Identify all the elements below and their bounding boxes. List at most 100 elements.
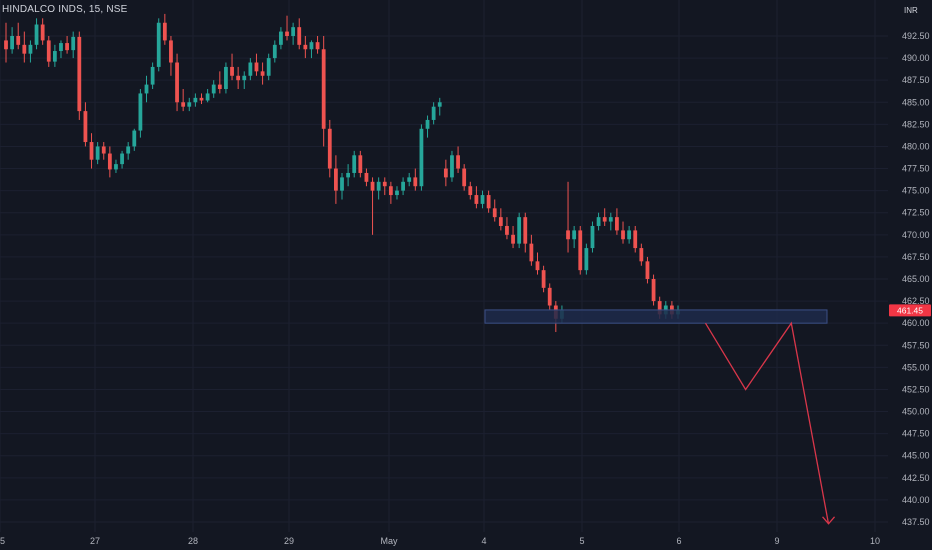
candle-body	[71, 36, 76, 51]
candle-body	[535, 261, 540, 271]
candle-body	[16, 36, 21, 45]
candle-body	[639, 248, 644, 262]
candle-body	[205, 93, 210, 101]
symbol-title[interactable]: HINDALCO INDS, 15, NSE	[2, 4, 128, 15]
candle-body	[297, 27, 302, 45]
candle-body	[28, 44, 33, 54]
candle-body	[382, 181, 387, 187]
price-tick-label: 480.00	[902, 141, 930, 151]
candle-body	[321, 49, 326, 129]
price-axis[interactable]: 492.50 490.00 487.50 485.00 482.50 480.00 477.…	[888, 0, 932, 550]
time-tick-label: 9	[774, 536, 779, 546]
candle-body	[511, 234, 515, 244]
price-tick-label: 445.00	[902, 451, 930, 461]
last-price-tag: 461.45	[889, 304, 931, 317]
price-tick-label: 475.00	[902, 186, 930, 196]
price-tick-label: 447.50	[902, 429, 930, 439]
price-tick-label: 467.50	[902, 252, 930, 262]
candle-body	[40, 24, 45, 41]
candle-body	[596, 217, 601, 226]
candle-body	[547, 287, 552, 306]
candle-body	[217, 84, 222, 90]
time-tick-label: 27	[90, 536, 100, 546]
projection-path[interactable]	[704, 321, 830, 524]
candle-body	[480, 195, 485, 204]
price-tag-text: 461.45	[897, 305, 923, 315]
price-tick-label: 462.50	[902, 296, 930, 306]
candle-body	[22, 44, 27, 54]
candle-body	[468, 186, 473, 196]
projection-layer	[704, 321, 836, 525]
price-tick-label: 452.50	[902, 384, 930, 394]
time-tick-label: 10	[870, 536, 880, 546]
candle-body	[248, 62, 253, 76]
projection-arrowhead	[822, 516, 836, 525]
price-tick-label: 460.00	[902, 318, 930, 328]
candle-body	[456, 155, 460, 169]
candle-body	[627, 230, 632, 240]
candle-body	[425, 119, 430, 129]
price-tick-label: 492.50	[902, 31, 930, 41]
price-tick-label: 450.00	[902, 407, 930, 417]
candle-body	[498, 217, 503, 226]
price-tick-label: 457.50	[902, 340, 930, 350]
time-tick-label: 28	[188, 536, 198, 546]
price-tick-label: 485.00	[902, 97, 930, 107]
candle-body	[651, 279, 656, 302]
candle-body	[126, 146, 131, 154]
candle-body	[291, 27, 296, 36]
candle-body	[285, 31, 289, 36]
candle-body	[65, 43, 69, 51]
support-zone-box[interactable]	[484, 309, 828, 324]
candle-body	[474, 195, 479, 204]
candle-body	[364, 172, 369, 182]
candle-body	[279, 31, 283, 45]
candle-body	[523, 217, 528, 244]
support-zone-layer	[484, 309, 828, 324]
candle-body	[437, 102, 442, 107]
time-axis-bg	[0, 532, 888, 550]
candle-body	[114, 164, 118, 170]
candle-body	[181, 102, 186, 107]
candle-body	[578, 230, 583, 271]
candle-body	[230, 66, 234, 76]
candle-body	[645, 261, 650, 279]
chart-grid	[0, 0, 888, 532]
candle-body	[83, 111, 88, 143]
candle-body	[162, 22, 167, 41]
candle-body	[52, 51, 57, 62]
candle-body	[10, 36, 15, 50]
price-tick-label: 477.50	[902, 164, 930, 174]
candle-body	[46, 40, 51, 62]
candle-body	[315, 42, 320, 50]
candle-body	[120, 153, 124, 165]
candle-body	[486, 195, 491, 209]
candle-body	[413, 177, 418, 187]
candle-body	[492, 208, 497, 218]
candle-body	[407, 177, 412, 182]
candle-body	[529, 243, 534, 262]
time-tick-label: 6	[676, 536, 681, 546]
candle-body	[211, 84, 216, 94]
price-tick-label: 455.00	[902, 362, 930, 372]
price-tick-label: 472.50	[902, 208, 930, 218]
candle-body	[132, 130, 137, 147]
time-axis[interactable]: 25 27 28 29 May 4 5 6 9 10	[0, 532, 888, 550]
candle-body	[376, 181, 381, 191]
candle-body	[89, 142, 94, 160]
candle-body	[633, 230, 638, 249]
candle-body	[138, 93, 143, 131]
price-tick-label: 437.50	[902, 517, 930, 527]
candle-body	[346, 172, 351, 178]
candle-body	[260, 71, 265, 76]
time-tick-label: 29	[284, 536, 294, 546]
candle-body	[59, 43, 63, 52]
price-tick-label: 442.50	[902, 473, 930, 483]
candle-body	[266, 58, 271, 76]
candle-body	[95, 146, 100, 160]
time-tick-label: 5	[579, 536, 584, 546]
candle-body	[462, 168, 467, 187]
candle-body	[199, 97, 204, 101]
candle-body	[101, 146, 106, 154]
